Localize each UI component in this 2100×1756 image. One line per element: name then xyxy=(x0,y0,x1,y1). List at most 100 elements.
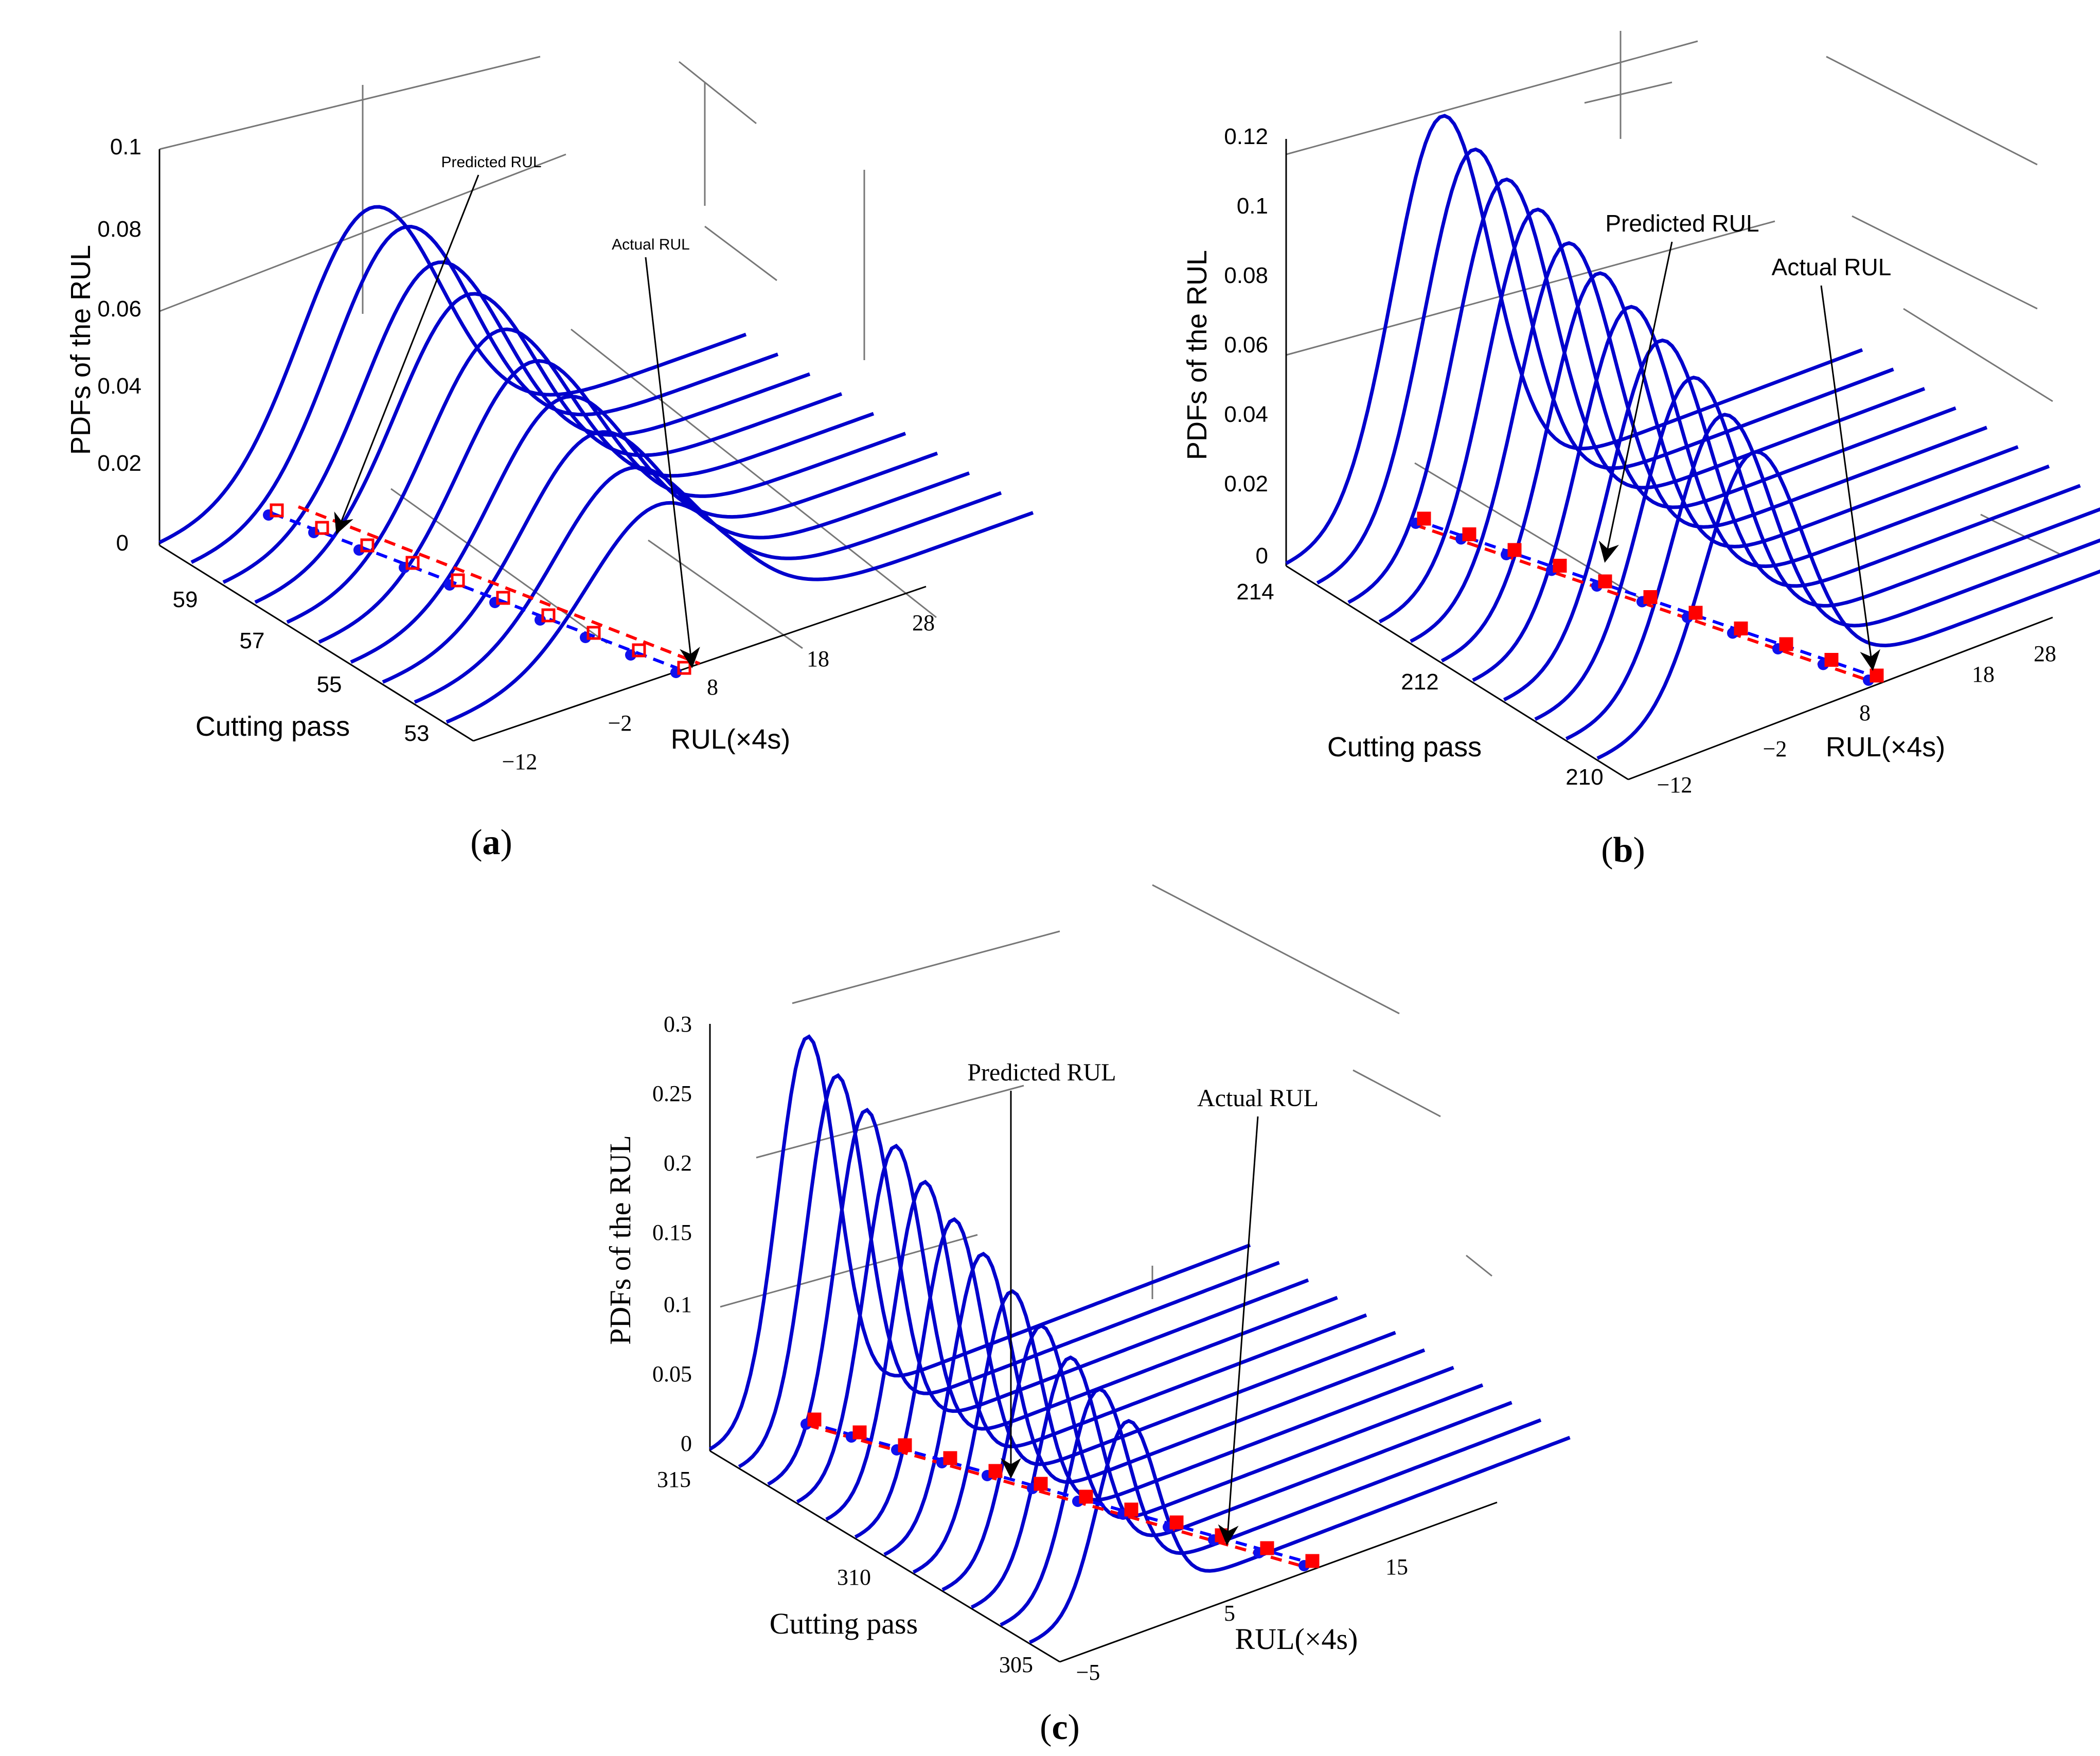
panel-c-z-ticks: 0 0.05 0.1 0.15 0.2 0.25 0.3 xyxy=(652,1012,692,1456)
a-annotation-actual: Actual RUL xyxy=(612,236,690,253)
pdf-curve xyxy=(883,1251,1426,1556)
a-ztick-5: 0.1 xyxy=(110,134,141,159)
c-xlabel: RUL(×4s) xyxy=(1235,1622,1358,1656)
actual-rul-marker xyxy=(270,503,284,518)
pdf-curve xyxy=(854,1217,1396,1539)
pdf-curve xyxy=(796,1143,1338,1504)
c-ytick-305: 305 xyxy=(999,1652,1033,1677)
c-ztick-2: 0.1 xyxy=(664,1292,692,1317)
pdf-curve xyxy=(970,1355,1512,1609)
b-ytick-212: 212 xyxy=(1401,669,1438,695)
b-ztick-2: 0.04 xyxy=(1224,402,1268,427)
b-arrow-predicted xyxy=(1598,241,1673,563)
a-ztick-3: 0.06 xyxy=(97,296,141,322)
pdf-curve xyxy=(1565,413,2100,741)
panel-b-curves xyxy=(1285,114,2100,760)
pdf-curve xyxy=(1028,1418,1571,1644)
a-ytick-59: 59 xyxy=(173,587,198,612)
actual-rul-marker xyxy=(1734,622,1748,635)
actual-rul-marker xyxy=(1688,606,1703,620)
pdf-curve xyxy=(286,327,875,624)
panel-b-markers xyxy=(1410,511,1884,686)
pdf-curve xyxy=(158,205,747,544)
b-xtick-0: −12 xyxy=(1657,772,1693,797)
c-ztick-4: 0.2 xyxy=(664,1150,692,1176)
pdf-curve xyxy=(825,1179,1367,1521)
pdf-curve xyxy=(738,1073,1280,1468)
pdf-curve xyxy=(254,292,843,604)
panel-c-x-ticks: −5 5 15 xyxy=(1076,1554,1408,1685)
b-arrow-actual xyxy=(1820,285,1881,671)
a-ylabel: Cutting pass xyxy=(195,711,350,742)
a-xtick-0: −12 xyxy=(502,749,538,774)
pdf-curve xyxy=(767,1107,1309,1486)
pdf-curve xyxy=(912,1289,1454,1574)
actual-rul-marker xyxy=(1553,559,1567,573)
b-ztick-0: 0 xyxy=(1256,543,1268,569)
panel-b-y-ticks: 214 212 210 xyxy=(1236,579,1603,790)
pdf-curve xyxy=(941,1323,1484,1592)
pdf-curve xyxy=(382,430,970,684)
a-xtick-4: 28 xyxy=(912,610,935,635)
b-ytick-210: 210 xyxy=(1565,765,1603,790)
chart-panel-c: 0 0.05 0.1 0.15 0.2 0.25 0.3 PDFs of the… xyxy=(603,884,1571,1747)
panel-a-x-ticks: −12 −2 8 18 28 xyxy=(502,610,935,774)
b-xtick-2: 8 xyxy=(1859,700,1871,725)
actual-rul-marker xyxy=(586,626,601,640)
actual-rul-marker xyxy=(632,643,646,658)
actual-rul-marker xyxy=(1870,668,1884,683)
chart-panel-b: 0 0.02 0.04 0.06 0.08 0.1 0.12 PDFs of t… xyxy=(1182,31,2100,870)
pdf-curve xyxy=(1285,114,1863,565)
c-annotation-actual: Actual RUL xyxy=(1197,1085,1319,1112)
a-arrow-predicted xyxy=(334,174,479,535)
a-xtick-3: 18 xyxy=(807,646,829,671)
c-ytick-310: 310 xyxy=(837,1565,871,1590)
c-ztick-0: 0 xyxy=(681,1431,692,1456)
actual-rul-marker xyxy=(315,521,329,535)
b-ytick-214: 214 xyxy=(1236,579,1274,605)
c-ztick-3: 0.15 xyxy=(652,1220,692,1245)
b-ztick-6: 0.12 xyxy=(1224,124,1268,149)
actual-rul-marker xyxy=(360,538,375,553)
a-ytick-55: 55 xyxy=(317,672,342,697)
a-ytick-57: 57 xyxy=(240,628,265,653)
c-annotation-predicted: Predicted RUL xyxy=(967,1059,1116,1086)
actual-rul-marker xyxy=(852,1425,867,1440)
actual-rul-marker xyxy=(1643,590,1658,604)
actual-rul-marker xyxy=(1305,1554,1320,1568)
actual-rul-marker xyxy=(405,556,420,570)
actual-rul-marker xyxy=(1124,1502,1138,1517)
actual-rul-marker xyxy=(1417,511,1431,526)
pdf-curve xyxy=(1596,450,2100,760)
pdf-curve xyxy=(709,1034,1251,1451)
a-xlabel: RUL(×4s) xyxy=(671,724,791,755)
actual-rul-marker xyxy=(1598,574,1612,589)
c-xtick-1: 5 xyxy=(1224,1601,1235,1626)
c-ztick-5: 0.25 xyxy=(652,1081,692,1106)
b-annotation-predicted: Predicted RUL xyxy=(1605,210,1759,237)
b-ylabel: Cutting pass xyxy=(1327,732,1482,762)
b-xtick-3: 18 xyxy=(1972,662,1995,687)
a-caption-letter: a xyxy=(483,823,501,862)
b-caption-letter: b xyxy=(1613,830,1633,870)
panel-c-rul-lines xyxy=(807,1421,1315,1568)
pdf-curve xyxy=(190,224,779,564)
c-ztick-6: 0.3 xyxy=(664,1012,692,1037)
actual-rul-marker xyxy=(988,1464,1003,1478)
b-zlabel: PDFs of the RUL xyxy=(1182,250,1213,460)
b-annotation-actual: Actual RUL xyxy=(1772,254,1892,280)
b-ztick-3: 0.06 xyxy=(1224,332,1268,358)
panel-c-axes xyxy=(709,1024,1498,1663)
b-xtick-4: 28 xyxy=(2034,641,2056,666)
pdf-curve xyxy=(1503,338,2081,702)
actual-rul-marker xyxy=(1507,543,1522,557)
b-ztick-1: 0.02 xyxy=(1224,471,1268,496)
c-xtick-0: −5 xyxy=(1076,1660,1100,1685)
actual-rul-marker xyxy=(898,1438,912,1452)
a-ztick-0: 0 xyxy=(116,530,129,556)
panel-b-x-ticks: −12 −2 8 18 28 xyxy=(1657,641,2056,797)
panel-c-curves xyxy=(709,1034,1571,1644)
panel-a-z-ticks: 0 0.02 0.04 0.06 0.08 0.1 xyxy=(97,134,141,556)
a-zlabel: PDFs of the RUL xyxy=(65,245,96,455)
